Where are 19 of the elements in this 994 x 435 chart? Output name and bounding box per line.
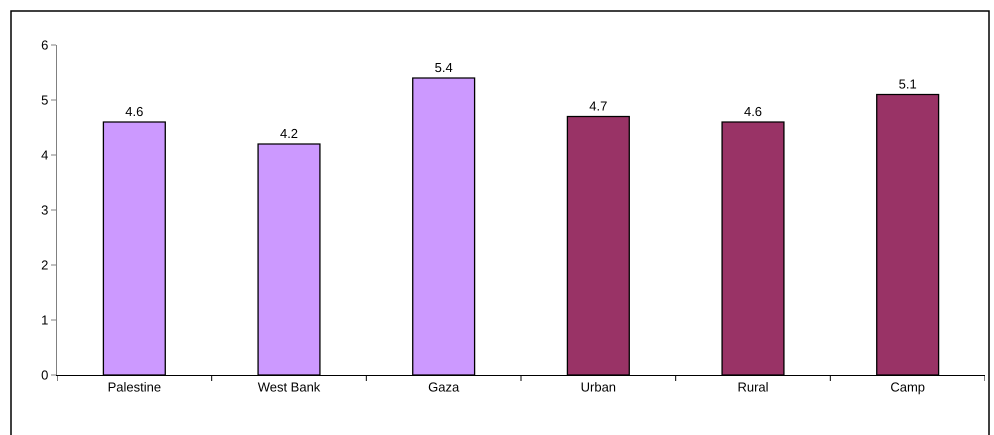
- x-tick-label: West Bank: [258, 380, 321, 395]
- y-tick-label: 6: [41, 38, 48, 53]
- data-label: 4.7: [589, 98, 608, 114]
- y-tick-label: 0: [41, 368, 48, 383]
- y-tick-label: 2: [41, 258, 48, 273]
- x-tick-label: Palestine: [108, 380, 162, 395]
- data-label: 5.4: [434, 60, 453, 75]
- x-tick-label: Urban: [580, 380, 616, 395]
- y-tick-label: 5: [41, 92, 48, 108]
- data-label: 4.6: [744, 104, 762, 119]
- data-label: 5.1: [898, 76, 917, 92]
- x-tick-label: Camp: [890, 380, 926, 395]
- x-tick-label: Rural: [737, 380, 769, 395]
- y-tick-label: 1: [41, 312, 48, 328]
- data-label: 4.2: [280, 126, 298, 141]
- data-label: 4.6: [125, 104, 144, 119]
- y-tick-label: 3: [41, 202, 48, 218]
- y-tick-label: 4: [41, 148, 48, 163]
- x-tick-label: Gaza: [428, 380, 460, 395]
